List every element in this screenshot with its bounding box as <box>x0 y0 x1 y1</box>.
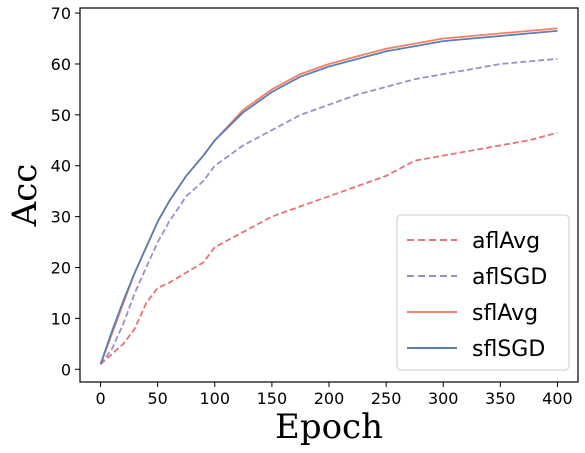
y-tick-label: 60 <box>51 55 71 74</box>
x-tick-label: 200 <box>314 389 345 408</box>
series-layer <box>99 27 558 365</box>
x-tick-label: 300 <box>428 389 459 408</box>
y-axis-label: Acc <box>5 164 45 228</box>
y-tick-label: 0 <box>61 360 71 379</box>
series-line-aflAvg <box>99 131 558 365</box>
series-line-aflSGD <box>99 58 558 365</box>
x-axis-label: Epoch <box>275 407 383 447</box>
y-tick-label: 30 <box>51 208 71 227</box>
legend-label-aflSGD: aflSGD <box>472 265 547 290</box>
legend-label-sflSGD: sflSGD <box>472 337 545 362</box>
x-tick-label: 250 <box>371 389 402 408</box>
legend-label-sflAvg: sflAvg <box>472 301 538 326</box>
x-tick-label: 100 <box>200 389 231 408</box>
y-tick-label: 50 <box>51 106 71 125</box>
y-axis-ticks: 0 10 20 30 40 50 60 70 <box>51 4 80 379</box>
x-tick-label: 50 <box>147 389 167 408</box>
y-tick-label: 10 <box>51 309 71 328</box>
y-tick-label: 40 <box>51 157 71 176</box>
legend: aflAvg aflSGD sflAvg sflSGD <box>396 214 570 371</box>
y-tick-label: 20 <box>51 259 71 278</box>
legend-label-aflAvg: aflAvg <box>472 229 540 254</box>
legend-box <box>396 214 570 371</box>
series-line-sflSGD <box>99 30 558 365</box>
x-tick-label: 0 <box>95 389 105 408</box>
x-tick-label: 350 <box>485 389 516 408</box>
y-tick-label: 70 <box>51 4 71 23</box>
x-tick-label: 150 <box>257 389 288 408</box>
x-axis-ticks: 0 50 100 150 200 250 300 350 400 <box>95 382 573 408</box>
x-tick-label: 400 <box>542 389 573 408</box>
